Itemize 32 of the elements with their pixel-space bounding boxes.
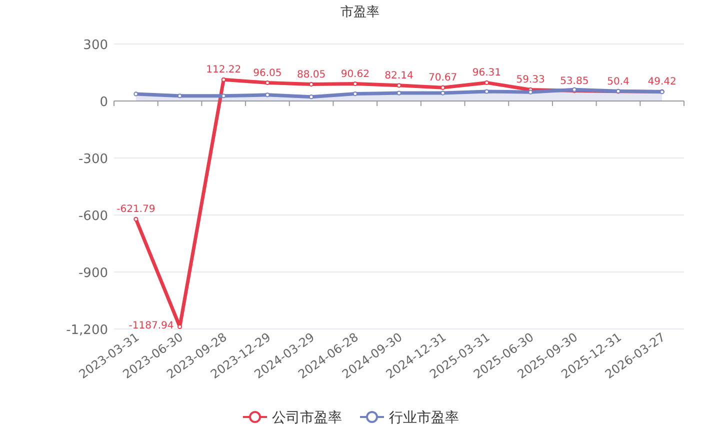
data-label: 70.67	[428, 72, 458, 84]
legend-行业市盈率: 行业市盈率	[360, 410, 459, 426]
y-tick-label: 0	[100, 95, 108, 110]
data-label: 112.22	[206, 64, 242, 76]
data-label: 96.05	[253, 68, 282, 79]
data-label: 90.62	[340, 68, 370, 80]
y-tick-label: -300	[78, 152, 108, 167]
data-label: 88.05	[296, 69, 326, 80]
data-label: 53.85	[560, 76, 589, 87]
legend-label: 公司市盈率	[272, 410, 342, 426]
data-label: 50.4	[607, 76, 630, 88]
data-label: 82.14	[384, 70, 414, 82]
point	[440, 85, 446, 90]
y-tick-label: -1,200	[66, 323, 108, 338]
y-tick-label: -900	[78, 266, 108, 281]
point	[134, 216, 138, 222]
point	[528, 90, 533, 94]
y-tick-label: -600	[78, 209, 108, 224]
point	[396, 90, 402, 96]
point	[396, 83, 402, 88]
data-label: -1187.94	[128, 320, 174, 332]
point	[265, 92, 270, 98]
point	[265, 80, 270, 86]
legend-label: 行业市盈率	[389, 410, 459, 426]
point	[484, 80, 489, 85]
data-label: -621.79	[116, 204, 156, 216]
data-label: 96.31	[472, 68, 502, 79]
y-tick-label: 300	[83, 38, 108, 53]
legend-公司市盈率: 公司市盈率	[243, 410, 342, 426]
chart-title: 市盈率	[340, 4, 380, 20]
data-label: 49.42	[648, 76, 676, 88]
data-label: 59.33	[516, 74, 545, 86]
